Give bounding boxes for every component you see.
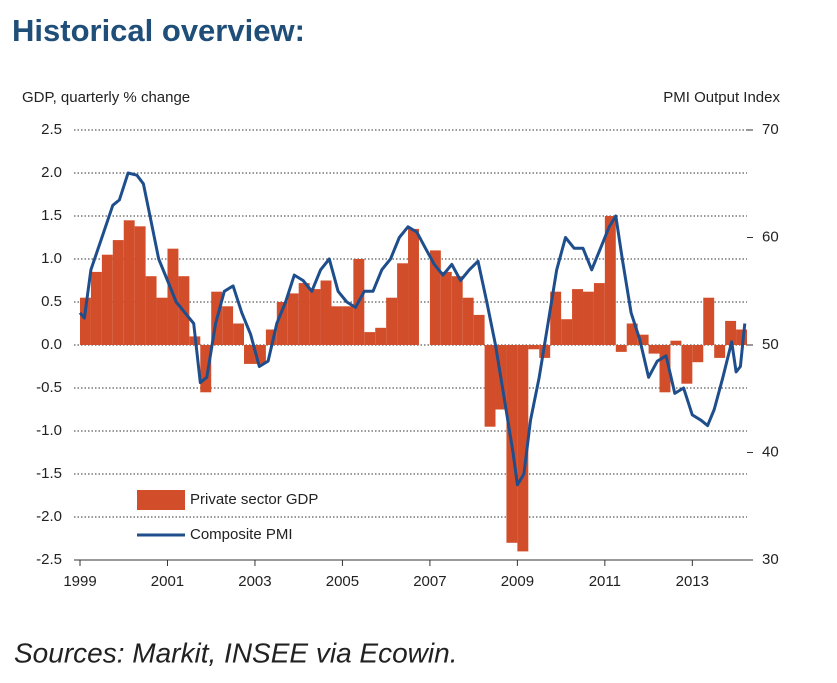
bar <box>659 345 671 393</box>
bar <box>615 345 627 352</box>
legend-label: Private sector GDP <box>190 491 318 508</box>
bar <box>200 345 212 393</box>
bar <box>364 332 376 345</box>
bar <box>80 297 91 345</box>
bar <box>451 276 463 345</box>
bar <box>561 319 573 345</box>
y2-tick-label: 70 <box>762 121 779 138</box>
bar <box>572 289 583 345</box>
bar <box>134 226 146 345</box>
bar <box>528 345 540 350</box>
y-tick-label: -1.0 <box>36 422 62 439</box>
bar <box>604 216 616 345</box>
bar <box>725 320 737 345</box>
bar <box>703 297 715 345</box>
chart-title: Historical overview: <box>12 13 305 48</box>
bar <box>714 345 726 358</box>
x-tick-label: 2005 <box>326 573 359 590</box>
bar <box>648 345 660 354</box>
legend-swatch <box>137 490 185 510</box>
bar <box>462 297 474 345</box>
bar <box>90 271 102 345</box>
y2-tick-label: 50 <box>762 336 779 353</box>
bar <box>342 306 354 345</box>
bar <box>287 293 299 345</box>
x-tick-label: 2013 <box>676 573 709 590</box>
bar <box>156 297 168 345</box>
bar <box>582 291 594 345</box>
y-tick-label: -2.5 <box>36 551 62 568</box>
y-tick-label: -2.0 <box>36 508 62 525</box>
y2-axis-label: PMI Output Index <box>663 89 780 106</box>
bar <box>473 314 485 345</box>
x-tick-label: 2003 <box>238 573 271 590</box>
y-axis-label: GDP, quarterly % change <box>22 89 190 106</box>
x-tick-label: 2009 <box>501 573 534 590</box>
bar <box>550 291 562 345</box>
line <box>78 171 747 487</box>
bar <box>440 271 452 345</box>
y-tick-label: -1.5 <box>36 465 62 482</box>
bar <box>276 302 288 345</box>
bar <box>233 323 245 345</box>
bar <box>593 283 605 345</box>
x-tick-label: 2011 <box>589 573 621 590</box>
bar <box>692 345 704 363</box>
bar <box>375 327 387 345</box>
y-tick-label: 2.5 <box>41 121 62 138</box>
x-tick-label: 1999 <box>63 573 96 590</box>
y2-tick-label: 40 <box>762 443 779 460</box>
bar <box>429 250 441 345</box>
legend-label: Composite PMI <box>190 526 293 543</box>
bar <box>408 228 419 345</box>
y-tick-label: 1.0 <box>41 250 62 267</box>
bar <box>320 280 332 345</box>
bar <box>484 345 496 427</box>
y2-tick-label: 60 <box>762 228 779 245</box>
y2-tick-label: 30 <box>762 551 779 568</box>
y-tick-label: 0.5 <box>41 293 62 310</box>
bar <box>123 220 135 345</box>
bar <box>681 345 693 384</box>
bar <box>626 323 638 345</box>
y-tick-label: 2.0 <box>41 164 62 181</box>
y-tick-label: -0.5 <box>36 379 62 396</box>
bar <box>397 263 409 345</box>
x-tick-label: 2007 <box>413 573 446 590</box>
bar <box>222 306 234 345</box>
source-note: Sources: Markit, INSEE via Ecowin. <box>14 637 457 668</box>
bar <box>331 306 343 345</box>
bar <box>637 334 649 345</box>
bar <box>254 345 266 364</box>
bar <box>670 340 682 345</box>
bar <box>112 240 124 345</box>
bar <box>244 345 255 364</box>
bar <box>517 345 529 552</box>
bar <box>309 289 321 345</box>
y-tick-label: 1.5 <box>41 207 62 224</box>
bar <box>386 297 398 345</box>
y-tick-label: 0.0 <box>41 336 62 353</box>
bar <box>298 283 310 345</box>
bar <box>736 329 747 345</box>
bar <box>101 254 113 345</box>
x-tick-label: 2001 <box>151 573 184 590</box>
bar <box>145 276 157 345</box>
bar <box>265 329 277 345</box>
